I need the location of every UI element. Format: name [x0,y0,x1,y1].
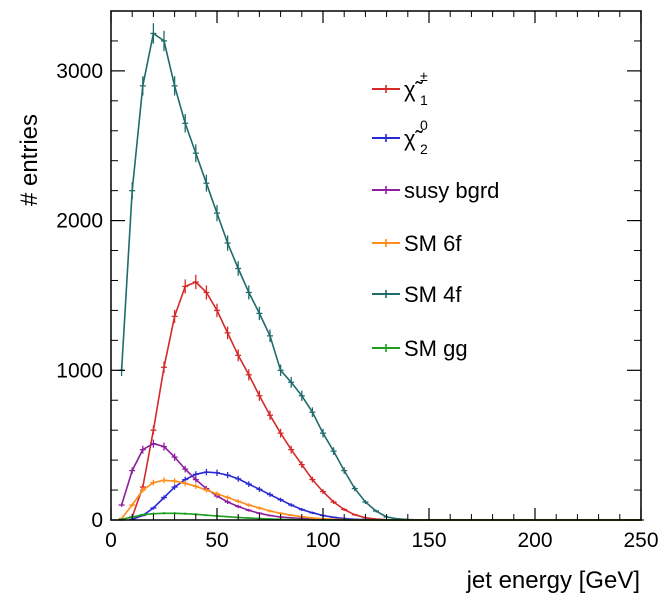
series-line [120,32,641,521]
series-line [131,471,641,521]
series-chi20 [129,468,644,521]
series-line [131,281,641,521]
legend-item: SM gg [372,336,468,361]
legend-item: susy bgrd [372,178,499,203]
legend-label: susy bgrd [404,178,499,203]
y-tick-label: 1000 [56,359,103,382]
x-tick-label: 150 [411,529,446,552]
y-tick-label: 0 [91,509,103,532]
legend-item: SM 6f [372,231,462,256]
legend-label-sup: ± [420,68,428,84]
legend-label-sub: 2 [420,141,428,157]
legend-label-sup: 0 [420,117,428,133]
x-tick-label: 50 [205,529,228,552]
legend-item: SM 4f [372,282,462,307]
legend-item: χ̃02 [372,117,428,157]
series-sm-4f [118,23,644,521]
axes-layer: 0 50 100 150 200 250 0 1000 2000 3000 [56,11,659,552]
series-chi1pm [129,274,644,521]
y-tick-label: 2000 [56,210,103,233]
series-line [120,442,641,521]
x-tick-label: 250 [623,529,658,552]
legend-label-sub: 1 [420,92,428,108]
x-tick-label: 0 [105,529,117,552]
x-tick-label: 100 [305,529,340,552]
series-layer [118,23,644,521]
legend-label: SM 4f [404,282,462,307]
x-tick-label: 200 [517,529,552,552]
legend-item: χ̃±1 [372,68,428,108]
plot-frame [110,10,642,521]
x-axis-title: jet energy [GeV] [466,567,640,594]
y-tick-label: 3000 [56,60,103,83]
series-susy-bgrd [118,439,644,521]
legend-label: SM gg [404,336,468,361]
legend-label: SM 6f [404,231,462,256]
y-axis-title: # entries [16,114,43,206]
